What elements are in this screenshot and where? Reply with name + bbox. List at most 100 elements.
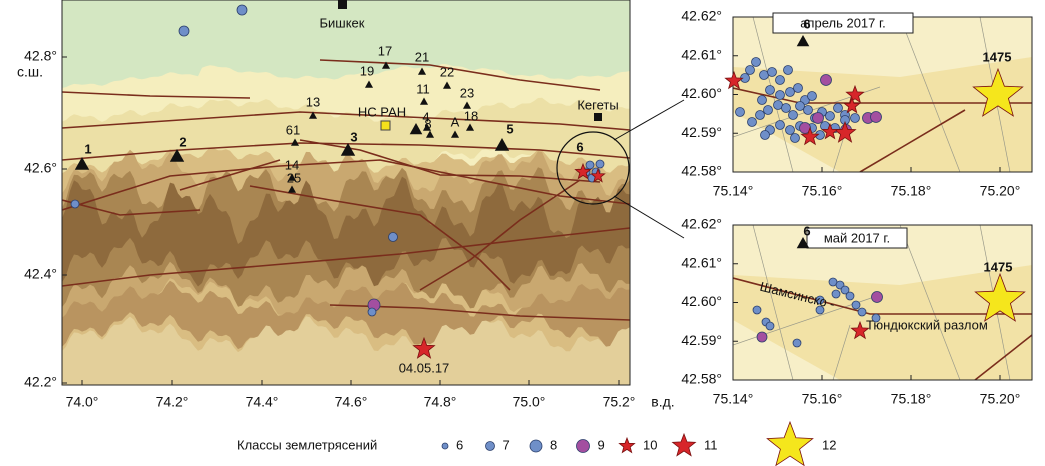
station: [417, 67, 427, 75]
fault: [249, 185, 511, 291]
fault: [62, 227, 630, 287]
legend-marker: [618, 436, 636, 454]
x-tick-label: 75.2°: [603, 394, 636, 410]
relief: [62, 97, 630, 174]
contour: [832, 324, 851, 380]
event: [825, 111, 835, 121]
event: [788, 110, 798, 120]
event: [595, 159, 605, 169]
station: [74, 157, 90, 170]
station: [450, 130, 460, 138]
fault: [62, 159, 630, 211]
x-tick-label: 75.16°: [802, 391, 843, 407]
event: [857, 307, 867, 317]
town: Кегеты: [577, 97, 618, 112]
station: [422, 123, 432, 131]
station-label: 23: [460, 85, 474, 100]
event: [775, 120, 785, 130]
station: [287, 173, 297, 181]
event: [752, 305, 762, 315]
y-tick-label: 42.62°: [681, 8, 722, 24]
event: [745, 65, 755, 75]
relief: [62, 176, 630, 287]
fault: [62, 199, 201, 216]
event: [735, 107, 745, 117]
event: [775, 90, 785, 100]
event: [803, 105, 813, 115]
station: [381, 61, 391, 69]
legend-marker: [529, 439, 543, 453]
station-label: 11: [416, 81, 430, 96]
legend-label: 7: [503, 437, 510, 452]
x-tick-label: 75.14°: [713, 391, 754, 407]
event: [831, 289, 841, 299]
event: [757, 95, 767, 105]
relief: [733, 112, 840, 172]
fault-label: Тюндюкский разлом: [866, 317, 988, 332]
station-label: 21: [415, 49, 429, 64]
station-label: 2: [179, 134, 186, 149]
station-label: 6: [803, 16, 810, 31]
station: [425, 130, 435, 138]
y-tick-label: 42.59°: [681, 124, 722, 140]
station-marker: [972, 67, 1024, 117]
station-label: 14: [285, 157, 299, 172]
event: [590, 167, 606, 183]
event: [760, 130, 770, 140]
event: [767, 67, 777, 77]
station-label: 6: [803, 223, 810, 238]
fault: [62, 111, 630, 131]
station-label: НС РАН: [358, 104, 406, 119]
event: [756, 331, 768, 343]
x-tick-label: 75.20°: [980, 391, 1021, 407]
x-tick-label: 74.0°: [66, 394, 99, 410]
y-tick-label: 42.58°: [681, 371, 722, 387]
town-marker: [594, 113, 602, 121]
station: [409, 123, 423, 135]
relief: [62, 280, 630, 350]
station-label: 19: [360, 63, 374, 78]
station: [290, 138, 300, 146]
fault: [62, 142, 630, 161]
legend-label: 6: [456, 437, 463, 452]
event: [763, 105, 773, 115]
fault: [299, 139, 601, 183]
fault: [319, 59, 601, 91]
event: [820, 74, 832, 86]
y-tick-label: 42.60°: [681, 293, 722, 309]
city-marker: [338, 0, 347, 9]
fault: [179, 159, 281, 191]
x-tick-label: 75.14°: [713, 183, 754, 199]
station-label: 6: [576, 139, 583, 154]
title-box: [772, 12, 914, 34]
y-unit: с.ш.: [17, 64, 43, 80]
event: [807, 91, 817, 101]
station-label: 3: [350, 129, 357, 144]
event: [783, 65, 793, 75]
frame: [61, 0, 631, 386]
event-date: 04.05.17: [399, 360, 450, 375]
station-marker: [974, 272, 1026, 322]
station: [340, 143, 356, 156]
y-tick-label: 42.59°: [681, 332, 722, 348]
station-label: 1: [84, 141, 91, 156]
connector: [613, 99, 685, 141]
x-tick-label: 74.4°: [246, 394, 279, 410]
event: [367, 307, 377, 317]
x-tick-label: 74.6°: [335, 394, 368, 410]
inset: [733, 225, 1032, 380]
station-label: 1475: [984, 259, 1013, 274]
inset-title: май 2017 г.: [824, 230, 890, 245]
event: [821, 122, 839, 140]
event: [843, 96, 861, 114]
event: [871, 313, 881, 323]
city: Бишкек: [320, 15, 365, 30]
legend-label: 8: [550, 437, 557, 452]
event: [790, 133, 800, 143]
event: [236, 4, 248, 16]
station: [364, 80, 374, 88]
event: [845, 84, 865, 104]
fault: [419, 179, 581, 291]
station: [462, 101, 472, 109]
event: [845, 291, 855, 301]
